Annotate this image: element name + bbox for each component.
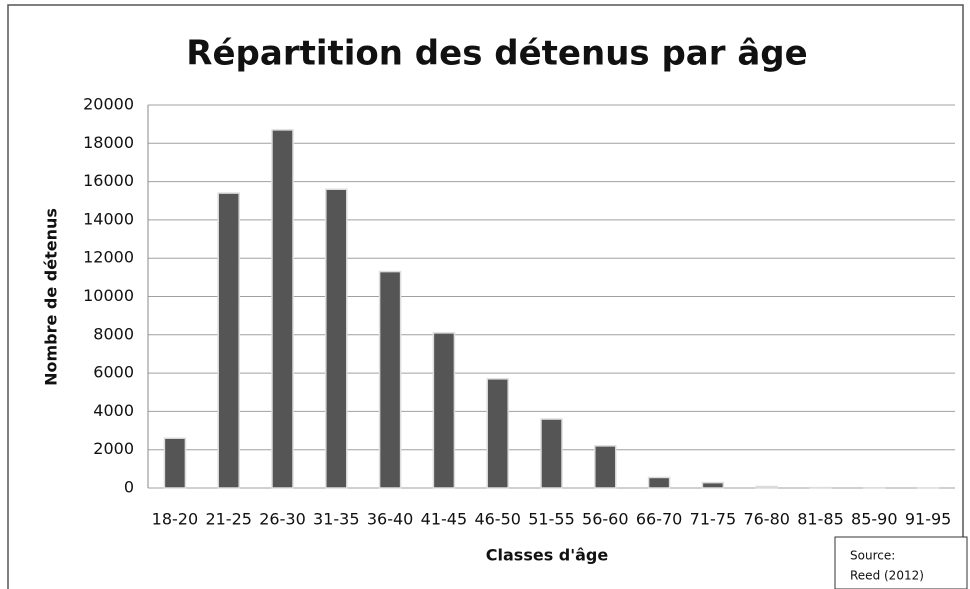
source-label: Source: xyxy=(850,549,895,563)
y-tick-label: 6000 xyxy=(93,363,134,382)
bar xyxy=(647,476,671,489)
x-tick-label: 26-30 xyxy=(259,510,306,529)
bar xyxy=(486,378,509,489)
bar xyxy=(271,129,294,489)
bar xyxy=(217,192,240,489)
bar xyxy=(755,485,778,489)
y-tick-label: 16000 xyxy=(83,171,134,190)
x-tick-label: 51-55 xyxy=(528,510,575,529)
chart-title: Répartition des détenus par âge xyxy=(186,34,807,74)
x-tick-label: 46-50 xyxy=(474,510,521,529)
x-tick-label: 91-95 xyxy=(905,510,952,529)
x-tick-label: 31-35 xyxy=(313,510,360,529)
bar xyxy=(163,437,187,489)
bar xyxy=(540,418,563,489)
source-box xyxy=(834,536,968,589)
x-tick-label: 81-85 xyxy=(797,510,844,529)
y-tick-label: 10000 xyxy=(83,286,134,305)
x-tick-label: 71-75 xyxy=(690,510,737,529)
x-tick-label: 66-70 xyxy=(636,510,683,529)
y-tick-label: 0 xyxy=(124,478,134,497)
bar xyxy=(325,188,348,489)
bar xyxy=(701,481,725,489)
x-tick-label: 36-40 xyxy=(367,510,414,529)
y-tick-label: 2000 xyxy=(93,439,134,458)
x-tick-label: 41-45 xyxy=(421,510,468,529)
y-tick-label: 8000 xyxy=(93,324,134,343)
x-tick-label: 18-20 xyxy=(152,510,199,529)
y-tick-label: 18000 xyxy=(83,133,134,152)
y-tick-label: 14000 xyxy=(83,209,134,228)
y-tick-label: 12000 xyxy=(83,248,134,267)
bar xyxy=(594,445,617,489)
source-text: Reed (2012) xyxy=(850,569,924,583)
bar xyxy=(432,332,456,489)
x-tick-label: 85-90 xyxy=(851,510,898,529)
bar xyxy=(378,270,402,489)
y-tick-label: 20000 xyxy=(83,95,134,114)
y-tick-label: 4000 xyxy=(93,401,134,420)
x-tick-label: 21-25 xyxy=(205,510,252,529)
x-tick-label: 56-60 xyxy=(582,510,629,529)
x-axis-label: Classes d'âge xyxy=(486,546,609,565)
x-tick-label: 76-80 xyxy=(743,510,790,529)
y-axis-label: Nombre de détenus xyxy=(42,208,61,386)
